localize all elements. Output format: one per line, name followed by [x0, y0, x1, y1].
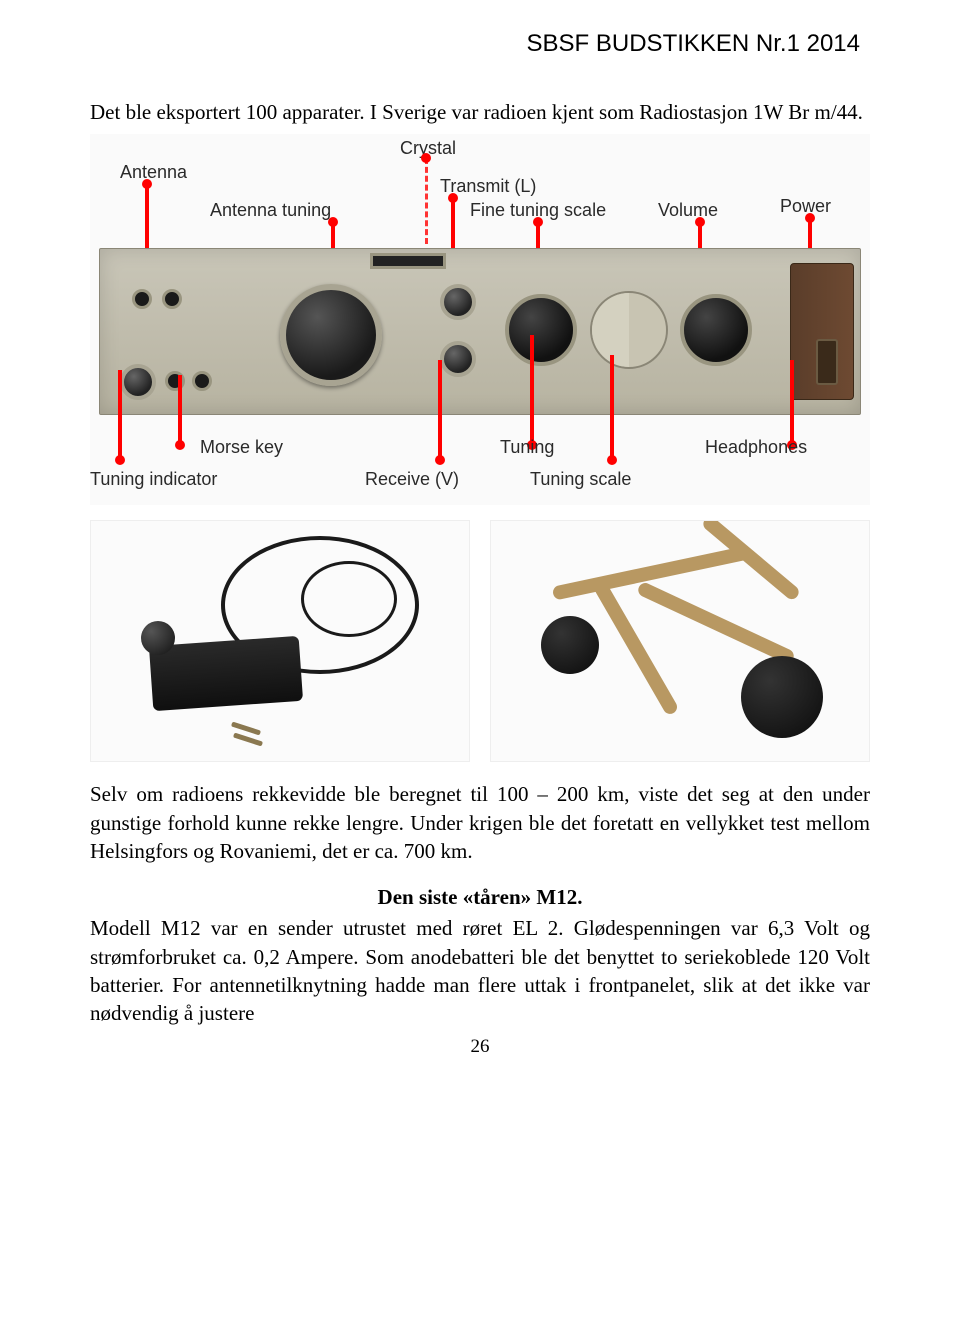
diagram-labels-top: Crystal Antenna Transmit (L) Antenna tun…	[90, 138, 870, 248]
range-paragraph: Selv om radioens rekkevidde ble beregnet…	[90, 780, 870, 865]
label-headphones: Headphones	[705, 437, 807, 458]
label-morse-key: Morse key	[200, 437, 283, 458]
callout-dot	[435, 455, 445, 465]
accessory-photos	[90, 520, 870, 762]
headphone-jack	[816, 339, 838, 385]
volume-knob	[680, 294, 752, 366]
section-heading: Den siste «tåren» M12.	[90, 885, 870, 910]
callout-line	[178, 375, 182, 445]
antenna-jack	[162, 289, 182, 309]
crystal-slot	[370, 253, 446, 269]
callout-dot	[607, 455, 617, 465]
tuning-scale-dial	[590, 291, 668, 369]
label-tuning-indicator: Tuning indicator	[90, 469, 217, 490]
diagram-labels-bottom: Morse key Tuning Headphones Tuning indic…	[90, 415, 870, 495]
label-antenna-tuning: Antenna tuning	[210, 200, 331, 221]
document-page: SBSF BUDSTIKKEN Nr.1 2014 Det ble ekspor…	[0, 0, 960, 1337]
antenna-jack	[132, 289, 152, 309]
page-number: 26	[90, 1036, 870, 1058]
receive-knob	[440, 341, 476, 377]
callout-dot	[421, 153, 431, 163]
label-receive: Receive (V)	[365, 469, 459, 490]
callout-dashed	[425, 158, 428, 244]
label-tuning-scale: Tuning scale	[530, 469, 631, 490]
intro-paragraph: Det ble eksportert 100 apparater. I Sver…	[90, 98, 870, 126]
callout-dot	[175, 440, 185, 450]
label-tuning: Tuning	[500, 437, 554, 458]
callout-dot	[115, 455, 125, 465]
morse-jack	[192, 371, 212, 391]
page-header: SBSF BUDSTIKKEN Nr.1 2014	[90, 30, 870, 58]
label-volume: Volume	[658, 200, 718, 221]
transmit-knob	[440, 284, 476, 320]
callout-line	[118, 370, 122, 460]
callout-line	[610, 355, 614, 460]
antenna-tuning-knob	[280, 284, 382, 386]
photo-morse-key	[90, 520, 470, 762]
callout-line	[790, 360, 794, 445]
photo-headphones	[490, 520, 870, 762]
tuning-knob	[505, 294, 577, 366]
morse-jack	[165, 371, 185, 391]
radio-front-panel	[99, 248, 861, 415]
tuning-indicator-knob	[120, 364, 156, 400]
radio-diagram: Crystal Antenna Transmit (L) Antenna tun…	[90, 134, 870, 505]
callout-line	[438, 360, 442, 460]
label-antenna: Antenna	[120, 162, 187, 183]
m12-paragraph: Modell M12 var en sender utrustet med rø…	[90, 914, 870, 1027]
callout-line	[530, 335, 534, 445]
